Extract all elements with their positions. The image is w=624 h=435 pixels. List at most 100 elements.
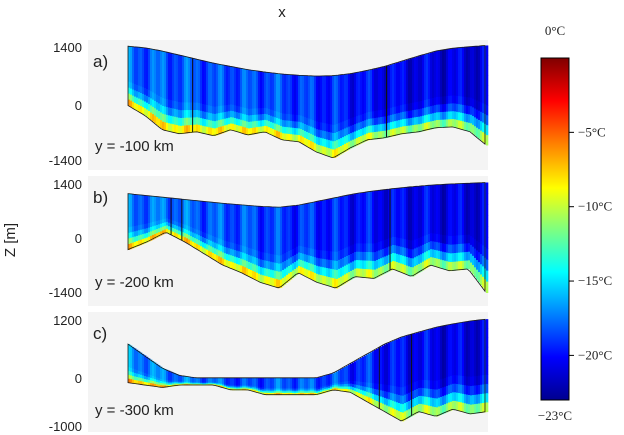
temperature-cell xyxy=(348,126,351,135)
temperature-cell xyxy=(224,383,227,386)
temperature-cell xyxy=(382,74,385,82)
temperature-cell xyxy=(338,382,341,385)
temperature-cell xyxy=(128,221,131,228)
temperature-cell xyxy=(152,77,155,86)
temperature-cell xyxy=(404,247,407,257)
temperature-cell xyxy=(400,76,403,84)
temperature-cell xyxy=(414,213,417,223)
temperature-cell xyxy=(268,253,271,262)
temperature-cell xyxy=(186,229,189,235)
temperature-cell xyxy=(188,57,191,66)
temperature-cell xyxy=(366,368,369,374)
temperature-cell xyxy=(448,80,451,89)
temperature-cell xyxy=(250,255,253,264)
temperature-cell xyxy=(292,382,295,385)
temperature-cell xyxy=(152,378,155,382)
temperature-cell xyxy=(438,81,441,90)
temperature-cell xyxy=(176,206,179,211)
temperature-cell xyxy=(462,243,465,253)
temperature-cell xyxy=(268,269,271,278)
temperature-cell xyxy=(256,220,259,229)
temperature-cell xyxy=(408,110,411,119)
temperature-cell xyxy=(470,46,473,56)
temperature-cell xyxy=(232,385,235,387)
temperature-cell xyxy=(232,98,235,106)
temperature-cell xyxy=(214,236,217,243)
temperature-cell xyxy=(456,71,459,81)
temperature-cell xyxy=(192,378,195,380)
temperature-cell xyxy=(348,372,351,376)
temperature-cell xyxy=(260,387,263,390)
temperature-cell xyxy=(308,384,311,387)
temperature-cell xyxy=(416,79,419,88)
temperature-cell xyxy=(478,182,481,194)
temperature-cell xyxy=(130,243,133,250)
temperature-cell xyxy=(168,99,171,108)
temperature-cell xyxy=(224,228,227,235)
temperature-cell xyxy=(312,386,315,389)
temperature-cell xyxy=(428,99,431,108)
temperature-cell xyxy=(130,82,133,90)
temperature-cell xyxy=(292,384,295,387)
temperature-cell xyxy=(244,380,247,382)
temperature-cell xyxy=(370,90,373,99)
temperature-cell xyxy=(230,98,233,105)
temperature-cell xyxy=(370,111,373,119)
temperature-cell xyxy=(182,236,185,241)
temperature-cell xyxy=(262,71,265,79)
temperature-cell xyxy=(312,384,315,387)
temperature-cell xyxy=(214,128,217,137)
temperature-cell xyxy=(276,271,279,280)
temperature-cell xyxy=(412,110,415,119)
temperature-cell xyxy=(344,105,347,114)
temperature-cell xyxy=(350,211,353,221)
temperature-cell xyxy=(272,122,275,130)
temperature-cell xyxy=(336,242,339,253)
temperature-cell xyxy=(218,99,221,107)
temperature-cell xyxy=(436,233,439,243)
temperature-cell xyxy=(408,248,411,258)
temperature-cell xyxy=(240,258,243,266)
temperature-cell xyxy=(290,74,293,82)
temperature-cell xyxy=(214,383,217,385)
temperature-cell xyxy=(332,83,335,93)
temperature-cell xyxy=(194,382,197,384)
temperature-cell xyxy=(292,379,295,382)
temperature-cell xyxy=(218,377,221,380)
temperature-cell xyxy=(272,128,275,136)
temperature-cell xyxy=(426,193,429,203)
temperature-cell xyxy=(206,217,209,224)
temperature-cell xyxy=(380,377,383,385)
temperature-cell xyxy=(278,118,281,126)
temperature-cell xyxy=(394,370,397,379)
temperature-cell xyxy=(316,136,319,145)
temperature-cell xyxy=(440,58,443,67)
temperature-cell xyxy=(216,384,219,386)
temperature-cell xyxy=(344,112,347,122)
temperature-cell xyxy=(354,131,357,140)
temperature-cell xyxy=(258,377,261,380)
temperature-cell xyxy=(228,377,231,380)
temperature-cell xyxy=(456,226,459,236)
temperature-cell xyxy=(428,68,431,77)
temperature-cell xyxy=(162,215,165,220)
temperature-cell xyxy=(322,99,325,108)
temperature-cell xyxy=(278,255,281,264)
temperature-cell xyxy=(252,70,255,78)
temperature-cell xyxy=(398,246,401,255)
temperature-cell xyxy=(300,239,303,247)
temperature-cell xyxy=(398,346,401,355)
temperature-cell xyxy=(232,223,235,231)
temperature-cell xyxy=(292,134,295,142)
temperature-cell xyxy=(306,138,309,147)
temperature-cell xyxy=(216,63,219,72)
temperature-cell xyxy=(212,213,215,220)
temperature-cell xyxy=(190,102,193,111)
temperature-cell xyxy=(384,384,387,392)
temperature-cell xyxy=(428,250,431,259)
temperature-cell xyxy=(396,237,399,247)
temperature-cell xyxy=(400,213,403,222)
temperature-cell xyxy=(282,262,285,271)
temperature-cell xyxy=(174,213,177,218)
temperature-cell xyxy=(444,226,447,236)
